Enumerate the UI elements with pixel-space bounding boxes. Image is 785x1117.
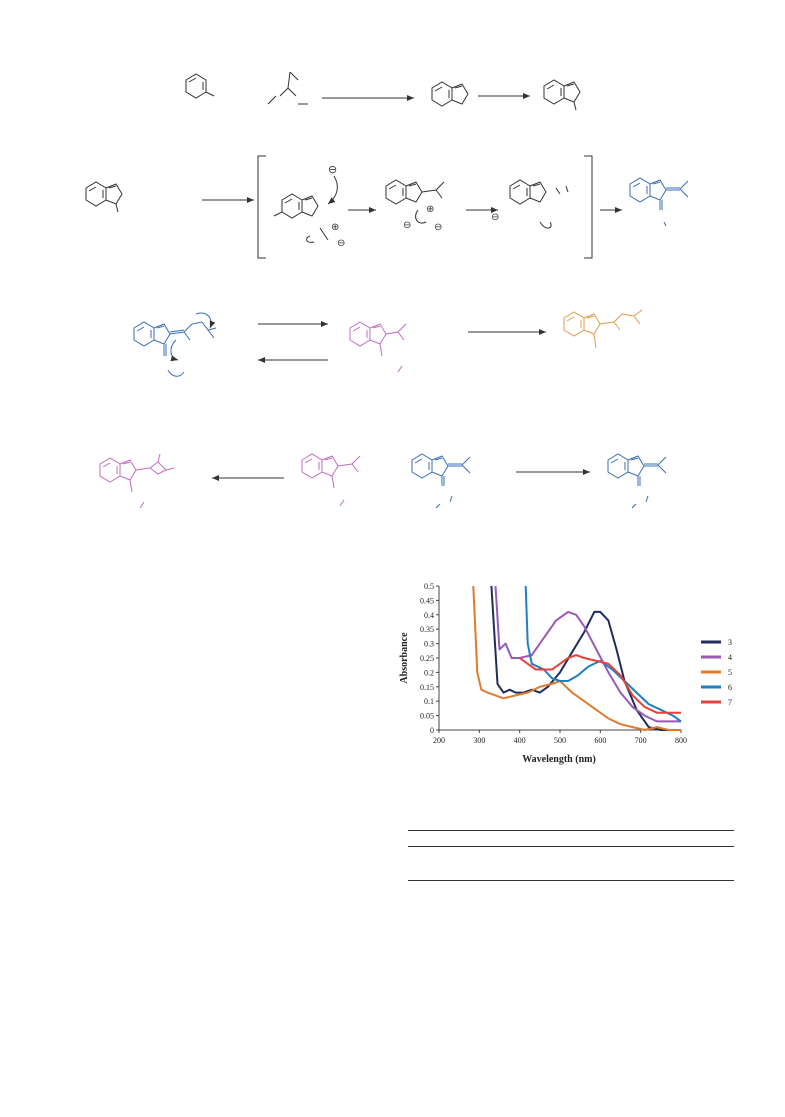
y-tick-label: 0 bbox=[430, 726, 434, 735]
table-header-rule bbox=[408, 846, 734, 847]
series-line-3 bbox=[490, 585, 681, 731]
blue-product-structure bbox=[629, 177, 689, 227]
x-tick-label: 700 bbox=[635, 736, 647, 745]
absorbance-chart: 0 0.05 0.1 0.15 0.2 0.25 0.3 0.35 0.4 0.45 0.5 200 3… bbox=[395, 578, 740, 768]
magenta-intermediate-structure bbox=[349, 321, 407, 373]
series-line-7 bbox=[519, 654, 681, 714]
charge-symbol-4: ⊕ bbox=[426, 204, 434, 215]
scheme-row-1 bbox=[185, 71, 581, 111]
charge-symbol-1: ⊖ bbox=[328, 164, 337, 176]
table-top-rule bbox=[408, 830, 734, 831]
y-tick-label: 0.5 bbox=[424, 582, 434, 591]
table-bottom-rule bbox=[408, 880, 734, 881]
y-tick-label: 0.1 bbox=[424, 697, 434, 706]
indolizine-structure-b bbox=[543, 79, 581, 111]
y-tick-label: 0.2 bbox=[424, 668, 434, 677]
indolizine-structure-a bbox=[431, 81, 469, 107]
series-line-4 bbox=[494, 585, 681, 723]
legend-label-7: 7 bbox=[728, 698, 732, 707]
intermediate-2-structure bbox=[385, 179, 445, 224]
legend-label-5: 5 bbox=[728, 668, 732, 677]
legend-label-3: 3 bbox=[728, 638, 732, 647]
charge-symbol-7: ⊖ bbox=[491, 212, 499, 223]
y-tick-label: 0.15 bbox=[420, 683, 434, 692]
series-line-6 bbox=[524, 585, 682, 723]
x-tick-label: 600 bbox=[594, 736, 606, 745]
absorbance-chart-svg: 0 0.05 0.1 0.15 0.2 0.25 0.3 0.35 0.4 0.45 0.5 200 3… bbox=[399, 582, 732, 765]
x-tick-label: 800 bbox=[675, 736, 687, 745]
methylpyridine-structure bbox=[185, 73, 215, 99]
haloketone-structure bbox=[267, 71, 308, 105]
charge-symbol-6: ⊖ bbox=[434, 222, 442, 233]
x-tick-label: 300 bbox=[473, 736, 485, 745]
y-tick-label: 0.25 bbox=[420, 654, 434, 663]
x-tick-label: 200 bbox=[433, 736, 445, 745]
y-tick-label: 0.45 bbox=[420, 596, 434, 605]
y-tick-label: 0.35 bbox=[420, 625, 434, 634]
orange-product-structure bbox=[563, 309, 643, 349]
y-axis-label: Absorbance bbox=[399, 632, 410, 684]
intermediate-3-structure bbox=[509, 179, 569, 229]
legend-label-4: 4 bbox=[728, 653, 732, 662]
y-tick-label: 0.4 bbox=[424, 611, 434, 620]
data-table bbox=[408, 828, 734, 884]
x-tick-label: 400 bbox=[514, 736, 526, 745]
charge-symbol-2: ⊕ bbox=[331, 222, 339, 233]
x-axis-label: Wavelength (nm) bbox=[522, 754, 596, 765]
charge-symbol-3: ⊖ bbox=[337, 238, 345, 249]
y-tick-label: 0.3 bbox=[424, 640, 434, 649]
blue-ylidene-structure-b bbox=[607, 453, 667, 509]
left-bracket bbox=[257, 155, 266, 259]
x-tick-label: 500 bbox=[554, 736, 566, 745]
charge-symbol-5: ⊖ bbox=[403, 220, 411, 231]
blue-resonance-structure bbox=[133, 312, 217, 377]
reaction-schemes: ⊖ ⊕ ⊖ ⊕ ⊖ ⊖ ⊖ bbox=[85, 71, 689, 509]
scheme-row-4 bbox=[99, 453, 667, 509]
right-bracket bbox=[584, 155, 593, 259]
y-tick-label: 0.05 bbox=[420, 712, 434, 721]
scheme-row-2: ⊖ ⊕ ⊖ ⊕ ⊖ ⊖ ⊖ bbox=[85, 155, 689, 259]
legend-label-6: 6 bbox=[728, 683, 732, 692]
blue-ylidene-structure-a bbox=[411, 453, 471, 509]
intermediate-1-structure bbox=[273, 175, 338, 243]
scheme-row-3 bbox=[133, 309, 643, 377]
indolizine-start-structure bbox=[85, 181, 123, 213]
magenta-isopropyl-structure bbox=[301, 453, 361, 507]
magenta-tbutyl-structure bbox=[99, 453, 175, 509]
